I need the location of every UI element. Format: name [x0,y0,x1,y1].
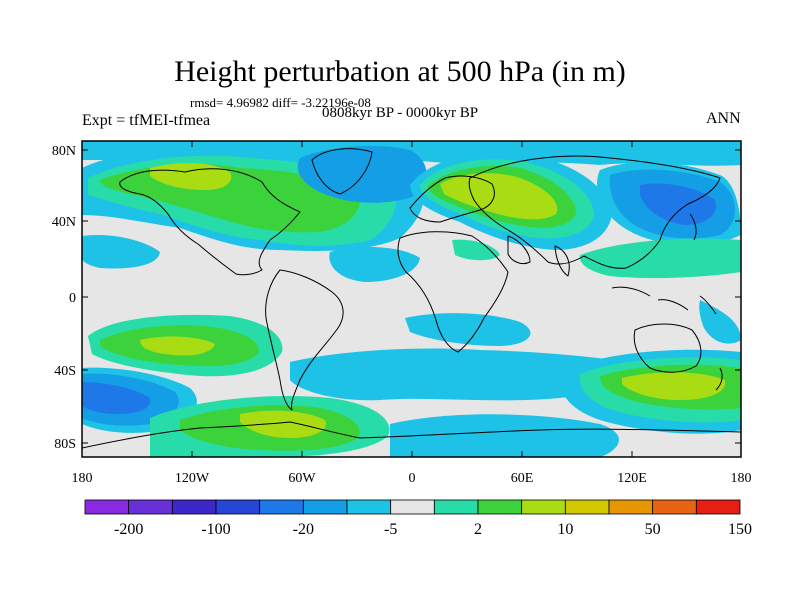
colorbar-box [433,499,479,515]
atlantic-tropic-blob [329,246,420,282]
period-label: 0808kyr BP - 0000kyr BP [322,105,479,121]
lat-tick-label: 80S [54,437,76,452]
pacific-neg-core [640,183,716,225]
na-field-yellow [150,163,232,190]
sp-pos-yellow [140,336,215,356]
west-pacific-blob [82,234,160,269]
colorbar-box [695,499,741,515]
india-outline [554,245,570,277]
stats-label: rmsd= 4.96982 diff= -3.22196e-08 [190,95,371,110]
colorbar-box [652,499,697,515]
colorbar-box [521,499,566,515]
colorbar-label: -5 [384,521,397,538]
colorbar-box [608,499,654,515]
asia-outline [468,155,721,269]
lon-tick-label: 120W [175,471,210,486]
map-field [82,141,741,457]
arabia-outline [507,235,531,265]
latitude-axis: 80N 40N 0 40S 80S [52,144,741,452]
colorbar-box [477,499,523,515]
longitude-axis: 180 120W 60W 0 60E 120E 180 [72,141,752,486]
colorbar-label: -20 [293,521,314,538]
lon-tick-label: 120E [617,471,647,486]
experiment-label: Expt = tfMEI-tfmea [82,112,211,129]
lon-tick-label: 180 [72,471,93,486]
colorbar-label: -100 [201,521,230,538]
europe-outline [409,175,495,223]
australia-outline [633,323,702,373]
north-america-outline [119,168,301,276]
colorbar-box [171,499,217,515]
colorbar-box [215,499,261,515]
lat-tick-label: 0 [69,291,76,306]
plot-title: Height perturbation at 500 hPa (in m) [174,55,626,88]
colorbar-label: 2 [474,521,482,538]
colorbar-label: 50 [645,521,661,538]
colorbar-label: 10 [557,521,573,538]
antarctica-outline [82,421,741,449]
season-label: ANN [706,110,741,127]
colorbar [84,499,741,515]
lat-tick-label: 80N [52,144,76,159]
africa-tropic-blob [452,239,500,261]
lon-tick-label: 60E [511,471,534,486]
colorbar-box [84,499,130,515]
lat-tick-label: 40S [54,364,76,379]
japan-outline [689,213,697,241]
lon-tick-label: 0 [409,471,416,486]
colorbar-box [564,499,610,515]
lat-tick-label: 40N [52,215,76,230]
west-pacific-south-blob [699,300,741,344]
sw-neg-core [82,382,151,414]
south-america-outline [265,269,344,411]
coastlines [82,148,741,449]
antarctic-pos-yellow [240,410,326,438]
colorbar-box [390,499,435,515]
greenland-outline [311,148,373,195]
colorbar-box [302,499,348,515]
colorbar-label: -200 [114,521,143,538]
colorbar-box [259,499,304,515]
indonesia-outline [611,286,717,315]
aus-pos-yellow [622,372,726,400]
colorbar-label: 150 [728,521,752,538]
lon-tick-label: 180 [731,471,752,486]
lon-tick-label: 60W [288,471,316,486]
africa-outline [397,231,509,353]
new-zealand-outline [715,367,723,391]
antarctic-neg [390,414,619,457]
colorbar-box [346,499,392,515]
colorbar-box [128,499,173,515]
colorbar-labels: -200 -100 -20 -5 2 10 50 150 [114,521,752,538]
